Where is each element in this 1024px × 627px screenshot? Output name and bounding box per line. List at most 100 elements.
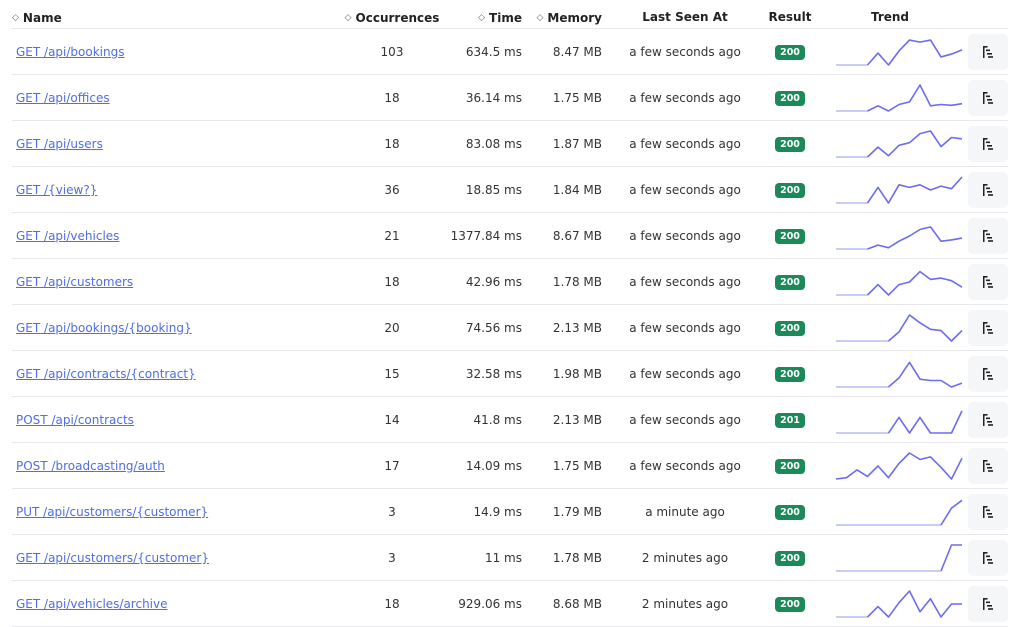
status-badge: 200: [775, 44, 805, 60]
status-badge: 200: [775, 504, 805, 520]
waterfall-icon: [983, 229, 993, 242]
trend-sparkline: [836, 499, 963, 526]
occurrences-cell: 18: [334, 74, 450, 121]
view-details-button[interactable]: [968, 447, 1008, 484]
occurrences-cell: 18: [334, 580, 450, 627]
trend-sparkline: [836, 270, 963, 296]
status-badge: 200: [775, 458, 805, 474]
route-link[interactable]: GET /api/bookings/{booking}: [16, 320, 192, 335]
route-link[interactable]: GET /api/contracts/{contract}: [16, 366, 196, 381]
name-cell: GET /api/bookings: [12, 28, 334, 75]
status-badge: 201: [775, 412, 805, 428]
name-cell: GET /api/users: [12, 120, 334, 167]
name-cell: POST /api/contracts: [12, 396, 334, 443]
header-memory[interactable]: ◇ Memory: [530, 6, 610, 29]
status-badge: 200: [775, 90, 805, 106]
memory-cell: 2.13 MB: [530, 396, 610, 443]
time-cell: 1377.84 ms: [450, 212, 530, 259]
header-trend: Trend: [820, 6, 960, 29]
route-link[interactable]: GET /api/bookings: [16, 44, 125, 59]
waterfall-icon: [983, 413, 993, 426]
trend-cell: [820, 442, 963, 489]
memory-cell: 1.75 MB: [530, 74, 610, 121]
memory-cell: 1.98 MB: [530, 350, 610, 397]
waterfall-icon: [983, 45, 993, 58]
result-cell: 200: [760, 350, 820, 397]
header-time[interactable]: ◇ Time: [450, 6, 530, 29]
last-seen-cell: a few seconds ago: [610, 396, 760, 443]
time-cell: 32.58 ms: [450, 350, 530, 397]
trend-sparkline: [836, 410, 963, 434]
trend-line: [866, 589, 962, 618]
sort-icon[interactable]: ◇: [536, 13, 544, 23]
sort-icon[interactable]: ◇: [478, 13, 486, 23]
view-details-button[interactable]: [968, 493, 1008, 530]
name-cell: GET /api/customers/{customer}: [12, 534, 334, 581]
result-cell: 200: [760, 120, 820, 167]
table-row: GET /api/offices 18 36.14 ms 1.75 MB a f…: [12, 74, 1008, 121]
actions-cell: [960, 120, 1008, 167]
trend-cell: [820, 28, 963, 75]
result-cell: 200: [760, 442, 820, 489]
view-details-button[interactable]: [968, 309, 1008, 346]
view-details-button[interactable]: [968, 171, 1008, 208]
table-row: GET /api/customers 18 42.96 ms 1.78 MB a…: [12, 258, 1008, 305]
name-cell: GET /api/bookings/{booking}: [12, 304, 334, 351]
status-badge: 200: [775, 182, 805, 198]
waterfall-icon: [983, 551, 993, 564]
route-link[interactable]: GET /{view?}: [16, 182, 98, 197]
sort-icon[interactable]: ◇: [344, 13, 352, 23]
last-seen-cell: 2 minutes ago: [610, 534, 760, 581]
view-details-button[interactable]: [968, 401, 1008, 438]
memory-cell: 1.84 MB: [530, 166, 610, 213]
waterfall-icon: [983, 183, 993, 196]
header-occurrences[interactable]: ◇ Occurrences: [334, 6, 450, 29]
view-details-button[interactable]: [968, 585, 1008, 622]
last-seen-cell: a few seconds ago: [610, 74, 760, 121]
header-name[interactable]: ◇ Name: [12, 6, 334, 29]
waterfall-icon: [983, 275, 993, 288]
route-link[interactable]: GET /api/customers/{customer}: [16, 550, 209, 565]
route-link[interactable]: GET /api/users: [16, 136, 103, 151]
actions-cell: [960, 580, 1008, 627]
last-seen-cell: a few seconds ago: [610, 28, 760, 75]
view-details-button[interactable]: [968, 263, 1008, 300]
trend-cell: [820, 166, 963, 213]
view-details-button[interactable]: [968, 355, 1008, 392]
time-cell: 929.06 ms: [450, 580, 530, 627]
trend-cell: [820, 212, 963, 259]
route-link[interactable]: GET /api/customers: [16, 274, 134, 289]
time-cell: 74.56 ms: [450, 304, 530, 351]
route-link[interactable]: GET /api/offices: [16, 90, 110, 105]
result-cell: 200: [760, 534, 820, 581]
waterfall-icon: [983, 459, 993, 472]
last-seen-cell: a few seconds ago: [610, 304, 760, 351]
route-link[interactable]: POST /broadcasting/auth: [16, 458, 165, 473]
route-link[interactable]: POST /api/contracts: [16, 412, 134, 427]
route-link[interactable]: PUT /api/customers/{customer}: [16, 504, 209, 519]
last-seen-cell: a few seconds ago: [610, 166, 760, 213]
header-time-label: Time: [489, 11, 522, 25]
time-cell: 11 ms: [450, 534, 530, 581]
status-badge: 200: [775, 320, 805, 336]
name-cell: GET /api/customers: [12, 258, 334, 305]
view-details-button[interactable]: [968, 217, 1008, 254]
last-seen-cell: a few seconds ago: [610, 258, 760, 305]
actions-cell: [960, 396, 1008, 443]
result-cell: 200: [760, 212, 820, 259]
sort-icon[interactable]: ◇: [12, 13, 19, 23]
occurrences-cell: 14: [334, 396, 450, 443]
occurrences-cell: 20: [334, 304, 450, 351]
route-link[interactable]: GET /api/vehicles/archive: [16, 596, 168, 611]
status-badge: 200: [775, 550, 805, 566]
view-details-button[interactable]: [968, 79, 1008, 116]
last-seen-cell: a few seconds ago: [610, 442, 760, 489]
trend-sparkline: [836, 175, 963, 204]
memory-cell: 1.78 MB: [530, 258, 610, 305]
view-details-button[interactable]: [968, 33, 1008, 70]
route-link[interactable]: GET /api/vehicles: [16, 228, 120, 243]
view-details-button[interactable]: [968, 539, 1008, 576]
name-cell: GET /api/contracts/{contract}: [12, 350, 334, 397]
view-details-button[interactable]: [968, 125, 1008, 162]
time-cell: 83.08 ms: [450, 120, 530, 167]
